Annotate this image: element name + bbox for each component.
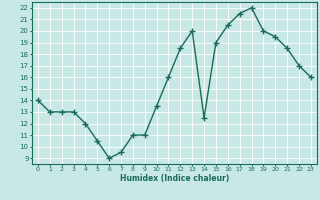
X-axis label: Humidex (Indice chaleur): Humidex (Indice chaleur) — [120, 174, 229, 183]
